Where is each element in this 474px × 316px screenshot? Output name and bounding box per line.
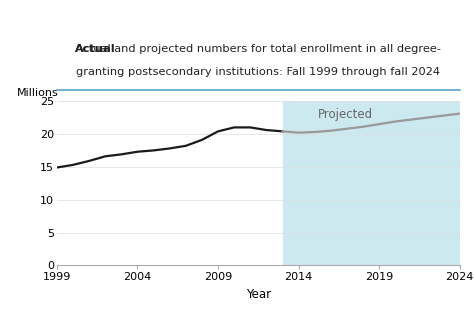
Bar — [283, 101, 460, 265]
Text: Millions: Millions — [17, 88, 58, 98]
X-axis label: Year: Year — [246, 288, 271, 301]
Text: Projected: Projected — [318, 108, 373, 121]
Text: Actual and projected numbers for total enrollment in all degree-: Actual and projected numbers for total e… — [75, 44, 441, 54]
Text: Actual: Actual — [75, 44, 116, 54]
Text: granting postsecondary institutions: Fall 1999 through fall 2024: granting postsecondary institutions: Fal… — [76, 67, 440, 77]
